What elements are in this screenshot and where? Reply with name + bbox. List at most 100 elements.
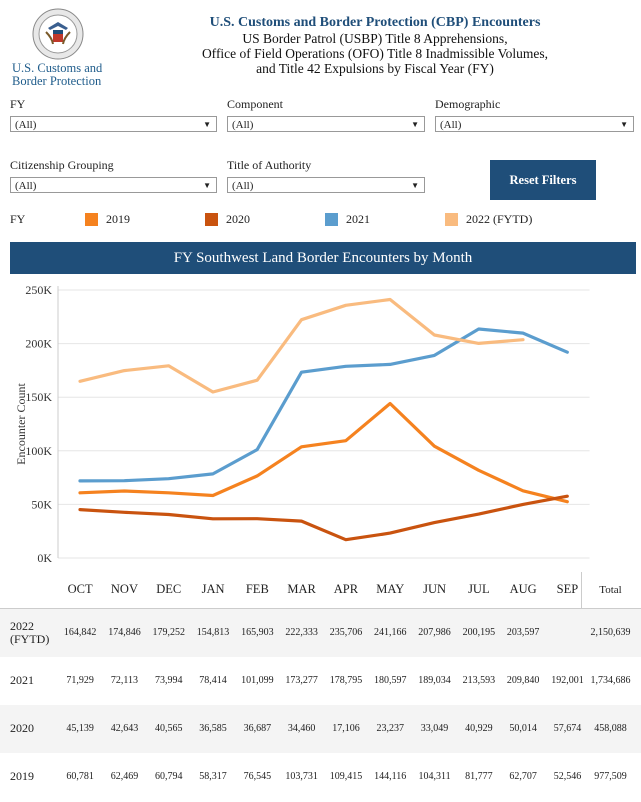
month-header-jun: JUN: [423, 582, 446, 596]
encounters-line-chart: 0K 50K 100K 150K 200K 250K Encounter Count: [14, 283, 590, 565]
legend-swatch: [205, 213, 218, 226]
table-cell: 34,460: [287, 723, 316, 734]
demographic-filter-select[interactable]: (All) ▼: [435, 116, 634, 132]
table-cell: 60,794: [154, 771, 183, 782]
citizenship-filter-select[interactable]: (All) ▼: [10, 177, 217, 193]
legend-label: 2022 (FYTD): [466, 212, 533, 226]
table-cell: 17,106: [332, 723, 360, 734]
table-cell: 62,469: [110, 771, 139, 782]
legend-swatch: [325, 213, 338, 226]
table-row: 2022 (FYTD) 164,842 174,846 179,252 154,813 16…: [0, 609, 641, 658]
table-row: 2019 60,781 62,469 60,794 58,317 76,545 103,73…: [0, 753, 641, 802]
month-header-jan: JAN: [201, 582, 225, 596]
table-cell: 213,593: [462, 675, 496, 686]
brand-line-2: Border Protection: [12, 74, 102, 88]
page-header: U.S. Customs and Border Protection (CBP)…: [190, 15, 560, 76]
page-title: U.S. Customs and Border Protection (CBP)…: [209, 15, 541, 30]
table-cell: 200,195: [462, 627, 496, 638]
legend-item-2019[interactable]: 2019: [85, 212, 130, 227]
dropdown-arrow-icon: ▼: [203, 181, 211, 190]
month-header-feb: FEB: [245, 582, 269, 596]
row-year: 2020: [10, 721, 34, 735]
table-cell: 42,643: [110, 723, 139, 734]
y-tick-label: 200K: [25, 337, 52, 351]
y-tick-label: 250K: [25, 283, 52, 297]
table-cell: 179,252: [152, 627, 185, 638]
table-cell: 33,049: [420, 723, 449, 734]
y-tick-label: 100K: [25, 444, 52, 458]
month-header-aug: AUG: [509, 582, 537, 596]
chart-banner: FY Southwest Land Border Encounters by M…: [10, 242, 636, 274]
table-cell: 52,546: [553, 771, 582, 782]
month-header-nov: NOV: [110, 582, 138, 596]
component-filter-select[interactable]: (All) ▼: [227, 116, 425, 132]
series-line-2019: [78, 401, 569, 504]
table-cell: 50,014: [509, 723, 537, 734]
subtitle-line-2: Office of Field Operations (OFO) Title 8…: [201, 46, 549, 61]
brand-name: U.S. Customs and Border Protection: [12, 62, 122, 88]
row-year-label: 2019: [10, 770, 60, 783]
legend-label: 2019: [106, 212, 130, 226]
component-filter-value: (All): [232, 119, 254, 131]
demographic-filter-label: Demographic: [435, 97, 501, 111]
table-cell: 154,813: [196, 627, 230, 638]
fy-filter-label: FY: [10, 97, 26, 111]
table-cell: 192,001: [551, 675, 584, 686]
table-cell: 58,317: [199, 771, 227, 782]
demographic-filter-value: (All): [440, 119, 462, 131]
fy-filter-select[interactable]: (All) ▼: [10, 116, 217, 132]
table-cell: 241,166: [373, 627, 407, 638]
row-year-label: 2020: [10, 722, 60, 735]
table-cell: 144,116: [374, 771, 407, 782]
dropdown-arrow-icon: ▼: [411, 181, 419, 190]
table-cell: 178,795: [329, 675, 363, 686]
table-cell: 36,585: [199, 723, 227, 734]
legend-item-2022[interactable]: 2022 (FYTD): [445, 212, 532, 227]
citizenship-filter-label: Citizenship Grouping: [10, 158, 114, 172]
legend-label: 2021: [346, 212, 370, 226]
row-total: 1,734,686: [590, 675, 631, 686]
subtitle-line-3: and Title 42 Expulsions by Fiscal Year (…: [256, 61, 494, 76]
table-cell: 81,777: [465, 771, 493, 782]
table-row: 2021 71,929 72,113 73,994 78,414 101,099 173,2…: [0, 657, 641, 706]
table-cell: 57,674: [553, 723, 582, 734]
month-header-mar: MAR: [287, 582, 316, 596]
table-cell: 103,731: [285, 771, 318, 782]
total-header: Total: [599, 584, 622, 596]
row-total: 2,150,639: [590, 627, 631, 638]
table-cell: 72,113: [110, 675, 139, 686]
y-tick-label: 0K: [37, 551, 52, 565]
table-cell: 180,597: [373, 675, 407, 686]
table-cell: 164,842: [63, 627, 97, 638]
row-year-suffix: (FYTD): [10, 632, 50, 646]
table-header-row: OCT NOV DEC JAN FEB MAR APR MAY JUN JUL AUG SEP Tota…: [0, 572, 641, 608]
row-total: 458,088: [594, 723, 627, 734]
table-cell: 40,565: [154, 723, 183, 734]
legend-swatch: [445, 213, 458, 226]
table-cell: 174,846: [108, 627, 141, 638]
month-header-sep: SEP: [556, 582, 579, 596]
fy-filter-value: (All): [15, 119, 37, 131]
table-cell: 189,034: [418, 675, 451, 686]
table-cell: 60,781: [66, 771, 94, 782]
brand-line-1: U.S. Customs and: [12, 61, 103, 75]
table-cell: 36,687: [243, 723, 272, 734]
row-year-label: 2022 (FYTD): [10, 620, 60, 646]
table-cell: 76,545: [243, 771, 272, 782]
table-cell: 165,903: [241, 627, 274, 638]
legend-item-2021[interactable]: 2021: [325, 212, 370, 227]
authority-filter-label: Title of Authority: [227, 158, 312, 172]
legend-item-2020[interactable]: 2020: [205, 212, 250, 227]
series-line-2022: [78, 297, 525, 394]
legend-label: 2020: [226, 212, 250, 226]
dropdown-arrow-icon: ▼: [203, 120, 211, 129]
reset-filters-button[interactable]: Reset Filters: [490, 160, 596, 200]
row-divider: [0, 608, 641, 609]
authority-filter-select[interactable]: (All) ▼: [227, 177, 425, 193]
table-cell: 101,099: [241, 675, 274, 686]
row-year: 2022: [10, 619, 34, 633]
subtitle-line-1: US Border Patrol (USBP) Title 8 Apprehen…: [242, 31, 508, 46]
legend-title: FY: [10, 212, 26, 226]
table-cell: 207,986: [418, 627, 451, 638]
dropdown-arrow-icon: ▼: [620, 120, 628, 129]
